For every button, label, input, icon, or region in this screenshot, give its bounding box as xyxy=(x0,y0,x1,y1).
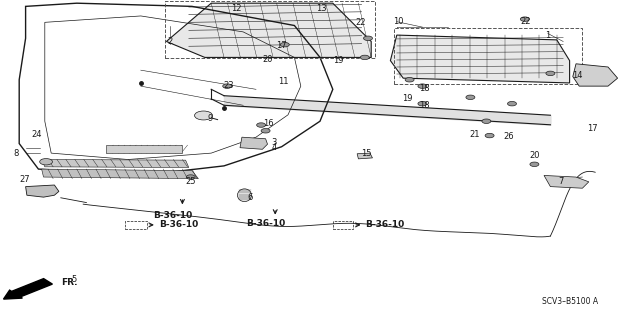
Text: 17: 17 xyxy=(276,41,287,50)
Circle shape xyxy=(360,55,369,60)
Text: 20: 20 xyxy=(262,56,273,64)
Circle shape xyxy=(508,101,516,106)
Bar xyxy=(333,221,353,229)
Polygon shape xyxy=(240,137,268,149)
Text: 7: 7 xyxy=(559,177,564,186)
Text: 14: 14 xyxy=(572,71,582,80)
FancyArrow shape xyxy=(3,278,52,299)
Circle shape xyxy=(257,123,266,127)
Text: 16: 16 xyxy=(264,119,274,128)
Text: 23: 23 xyxy=(224,81,234,90)
Circle shape xyxy=(485,133,494,138)
Text: 21: 21 xyxy=(470,130,480,139)
Text: 17: 17 xyxy=(587,124,597,133)
Ellipse shape xyxy=(237,189,252,202)
Text: 20: 20 xyxy=(530,151,540,160)
Circle shape xyxy=(466,95,475,100)
Text: FR.: FR. xyxy=(61,278,77,287)
Circle shape xyxy=(405,78,414,82)
Text: B-36-10: B-36-10 xyxy=(246,219,285,228)
Bar xyxy=(125,221,147,229)
Bar xyxy=(394,28,582,84)
Text: 2: 2 xyxy=(167,37,172,46)
Text: 22: 22 xyxy=(521,17,531,26)
Text: 22: 22 xyxy=(355,19,365,27)
Circle shape xyxy=(261,129,270,133)
Text: 25: 25 xyxy=(186,177,196,186)
Text: 4: 4 xyxy=(271,143,276,152)
Circle shape xyxy=(482,119,491,123)
Polygon shape xyxy=(544,175,589,188)
Text: 6: 6 xyxy=(247,193,252,202)
Text: 5: 5 xyxy=(71,275,76,284)
Text: 8: 8 xyxy=(13,149,19,158)
Circle shape xyxy=(280,42,289,47)
Text: 26: 26 xyxy=(504,132,514,141)
Circle shape xyxy=(418,101,427,106)
Polygon shape xyxy=(357,153,372,159)
Circle shape xyxy=(223,84,232,88)
Circle shape xyxy=(546,71,555,76)
Circle shape xyxy=(364,36,372,41)
Text: 18: 18 xyxy=(419,84,429,93)
Text: 1: 1 xyxy=(545,31,550,40)
Circle shape xyxy=(520,17,529,21)
Text: 3: 3 xyxy=(271,138,276,147)
Polygon shape xyxy=(26,185,59,197)
Text: 9: 9 xyxy=(207,114,212,122)
Polygon shape xyxy=(42,160,189,167)
Circle shape xyxy=(530,162,539,167)
Polygon shape xyxy=(166,3,371,57)
Text: 18: 18 xyxy=(419,101,429,110)
Text: 10: 10 xyxy=(393,17,403,26)
Text: 12: 12 xyxy=(232,4,242,13)
Polygon shape xyxy=(573,64,618,86)
Text: 19: 19 xyxy=(333,56,343,65)
Text: 19: 19 xyxy=(403,94,413,103)
Text: 24: 24 xyxy=(32,130,42,139)
Circle shape xyxy=(195,111,212,120)
Polygon shape xyxy=(42,169,198,179)
Circle shape xyxy=(186,175,195,179)
Bar xyxy=(165,1,375,58)
Text: B-36-10: B-36-10 xyxy=(365,220,404,229)
Polygon shape xyxy=(390,35,570,83)
Text: 11: 11 xyxy=(278,77,289,86)
Text: 13: 13 xyxy=(316,4,326,13)
Text: 15: 15 xyxy=(361,149,371,158)
Text: B-36-10: B-36-10 xyxy=(153,211,193,219)
Text: 27: 27 xyxy=(19,175,29,184)
Bar xyxy=(106,145,182,153)
Text: B-36-10: B-36-10 xyxy=(159,220,198,229)
Text: SCV3–B5100 A: SCV3–B5100 A xyxy=(541,297,598,306)
Circle shape xyxy=(418,84,427,88)
Circle shape xyxy=(40,159,52,165)
